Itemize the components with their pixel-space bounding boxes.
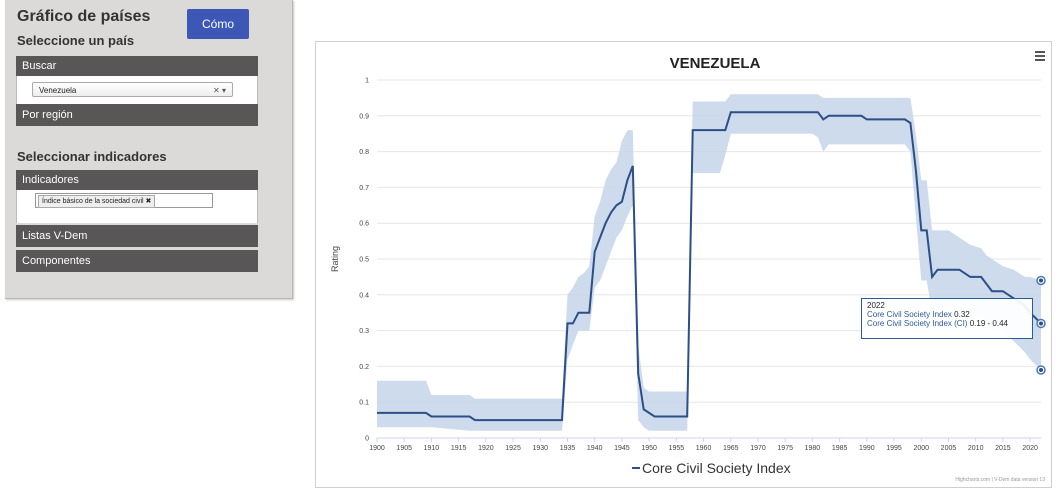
x-tick-label: 1955 <box>669 445 685 452</box>
clear-dropdown-icon[interactable]: ✕ ▾ <box>213 86 226 95</box>
tooltip-ci-label: Core Civil Society Index (CI) <box>867 319 968 328</box>
y-tick-label: 0.5 <box>359 257 369 264</box>
x-tick-label: 1935 <box>560 445 576 452</box>
components-accordion-header[interactable]: Componentes <box>16 250 258 272</box>
x-tick-label: 2020 <box>1022 445 1038 452</box>
x-tick-label: 1960 <box>696 445 712 452</box>
x-tick-label: 1985 <box>832 445 848 452</box>
x-tick-label: 1965 <box>723 445 739 452</box>
tooltip-ci-value: 0.19 - 0.44 <box>969 319 1008 328</box>
y-tick-label: 0.1 <box>359 400 369 407</box>
x-tick-label: 2000 <box>913 445 929 452</box>
y-tick-label: 0.9 <box>359 113 369 120</box>
ci-band-area <box>377 94 1041 431</box>
x-tick-label: 1920 <box>478 445 494 452</box>
chart-tooltip: 2022 Core Civil Society Index 0.32 Core … <box>861 298 1033 339</box>
country-select-value: Venezuela <box>39 86 77 95</box>
series-line <box>377 111 1042 422</box>
country-select[interactable]: Venezuela ✕ ▾ <box>32 82 233 97</box>
hover-marker-dot <box>1039 278 1043 283</box>
search-well: Venezuela ✕ ▾ <box>16 76 258 104</box>
country-graph-panel: Gráfico de países Seleccione un país Cóm… <box>5 0 293 299</box>
x-tick-label: 2005 <box>941 445 957 452</box>
indicators-well: Índice básico de la sociedad civil ✖ <box>16 190 258 223</box>
chart-title: VENEZUELA <box>670 55 761 72</box>
x-tick-label: 1925 <box>505 445 521 452</box>
x-tick-label: 2010 <box>968 445 984 452</box>
x-tick-label: 1975 <box>777 445 793 452</box>
x-tick-label: 1910 <box>424 445 440 452</box>
line-chart: 1900 1905 1910 1915 1920 1925 1930 1935 1940 1945… <box>330 55 1046 476</box>
x-tick-label: 1980 <box>805 445 821 452</box>
select-indicators-heading: Seleccionar indicadores <box>17 149 167 164</box>
x-tick-label: 1945 <box>614 445 630 452</box>
x-tick-label: 1930 <box>532 445 548 452</box>
y-tick-label: 0.2 <box>359 364 369 371</box>
y-tick-label: 0.4 <box>359 292 369 299</box>
x-tick-label: 1995 <box>886 445 902 452</box>
x-tick-label: 1915 <box>451 445 467 452</box>
legend-item-label: Core Civil Society Index <box>642 460 791 476</box>
x-tick-label: 1940 <box>587 445 603 452</box>
panel-title: Gráfico de países <box>17 8 151 25</box>
tooltip-series-row: Core Civil Society Index 0.32 <box>867 310 1027 319</box>
y-tick-label: 0 <box>365 436 369 443</box>
y-tick-label: 0.7 <box>359 185 369 192</box>
y-tick-label: 0.3 <box>359 328 369 335</box>
y-tick-label: 0.6 <box>359 221 369 228</box>
hamburger-icon[interactable] <box>1035 51 1045 63</box>
tooltip-ci-row: Core Civil Society Index (CI) 0.19 - 0.4… <box>867 319 1027 328</box>
indicator-tag[interactable]: Índice básico de la sociedad civil ✖ <box>38 195 156 208</box>
how-button[interactable]: Cómo <box>187 9 249 39</box>
y-tick-label: 0.8 <box>359 149 369 156</box>
by-region-accordion-header[interactable]: Por región <box>16 104 258 126</box>
remove-tag-icon[interactable]: ✖ <box>145 198 152 205</box>
hover-marker-dot <box>1039 321 1043 326</box>
indicators-accordion-header[interactable]: Indicadores <box>16 170 258 190</box>
tooltip-series-label: Core Civil Society Index <box>867 310 952 319</box>
tooltip-year: 2022 <box>867 301 885 310</box>
search-accordion-header[interactable]: Buscar <box>16 56 258 76</box>
x-tick-label: 1950 <box>641 445 657 452</box>
x-tick-label: 2015 <box>995 445 1011 452</box>
indicator-tag-label: Índice básico de la sociedad civil <box>42 198 144 205</box>
x-tick-label: 1905 <box>396 445 412 452</box>
indicator-multiselect[interactable]: Índice básico de la sociedad civil ✖ <box>35 193 213 208</box>
vdem-lists-accordion-header[interactable]: Listas V-Dem <box>16 225 258 247</box>
chart-container: 1900 1905 1910 1915 1920 1925 1930 1935 1940 1945… <box>315 41 1052 488</box>
x-tick-label: 1900 <box>369 445 385 452</box>
x-tick-label: 1970 <box>750 445 766 452</box>
y-tick-label: 1 <box>365 78 369 85</box>
chart-credits[interactable]: Highcharts.com | V-Dem data version 13 <box>955 477 1045 483</box>
select-country-heading: Seleccione un país <box>17 33 135 48</box>
tooltip-series-value: 0.32 <box>954 310 970 319</box>
hover-marker-dot <box>1039 367 1043 372</box>
x-tick-label: 1990 <box>859 445 875 452</box>
y-axis-label: Rating <box>330 246 340 272</box>
